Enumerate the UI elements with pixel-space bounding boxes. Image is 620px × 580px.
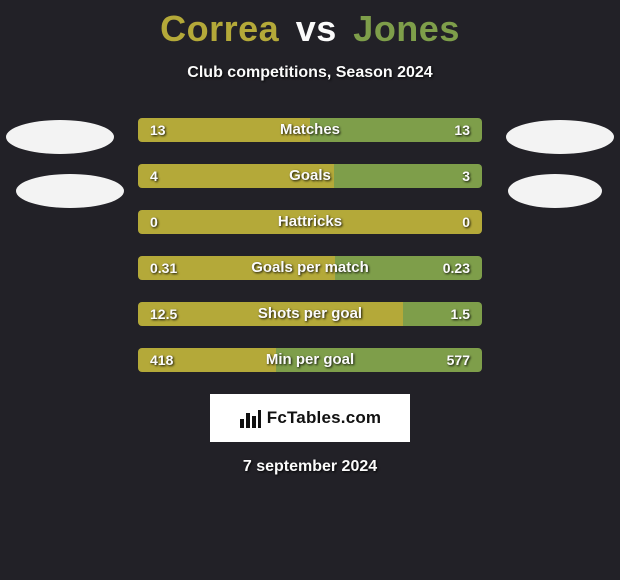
logo-bars-icon <box>239 407 261 429</box>
stat-row: 00Hattricks <box>138 210 482 234</box>
player1-value: 418 <box>150 348 173 372</box>
player2-photo-placeholder-2 <box>508 174 602 208</box>
stat-row: 1313Matches <box>138 118 482 142</box>
fctables-logo: FcTables.com <box>210 394 410 442</box>
player2-bar <box>334 164 482 188</box>
player1-name: Correa <box>160 8 279 49</box>
stat-row: 43Goals <box>138 164 482 188</box>
player1-bar <box>138 302 403 326</box>
player2-bar <box>403 302 482 326</box>
player1-value: 12.5 <box>150 302 177 326</box>
player1-value: 0 <box>150 210 158 234</box>
player2-value: 0 <box>462 210 470 234</box>
player1-value: 0.31 <box>150 256 177 280</box>
player2-value: 13 <box>454 118 470 142</box>
player2-value: 1.5 <box>451 302 470 326</box>
player2-value: 3 <box>462 164 470 188</box>
player1-photo-placeholder-2 <box>16 174 124 208</box>
stat-row: 418577Min per goal <box>138 348 482 372</box>
stats-chart: 1313Matches43Goals00Hattricks0.310.23Goa… <box>138 118 482 372</box>
player2-name: Jones <box>353 8 460 49</box>
snapshot-date: 7 september 2024 <box>0 458 620 476</box>
logo-text: FcTables.com <box>267 408 382 428</box>
vs-label: vs <box>296 8 337 49</box>
comparison-title: Correa vs Jones <box>0 0 620 50</box>
player1-bar <box>138 210 482 234</box>
player2-photo-placeholder <box>506 120 614 154</box>
player1-value: 4 <box>150 164 158 188</box>
player2-value: 0.23 <box>443 256 470 280</box>
player1-value: 13 <box>150 118 166 142</box>
stat-row: 12.51.5Shots per goal <box>138 302 482 326</box>
stat-row: 0.310.23Goals per match <box>138 256 482 280</box>
subtitle: Club competitions, Season 2024 <box>0 64 620 82</box>
player1-bar <box>138 164 334 188</box>
player2-value: 577 <box>447 348 470 372</box>
player1-photo-placeholder <box>6 120 114 154</box>
